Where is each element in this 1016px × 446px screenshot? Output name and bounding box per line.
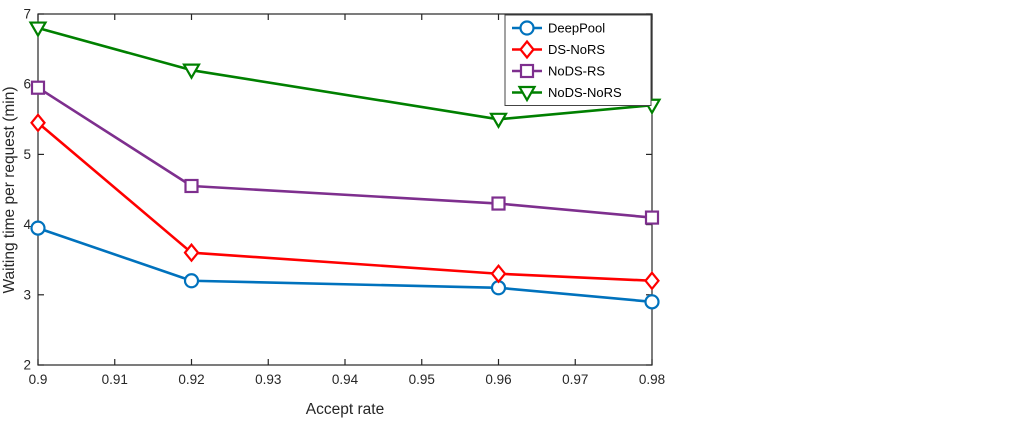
legend-marker-icon bbox=[519, 39, 535, 60]
series-marker-icon bbox=[183, 273, 200, 289]
legend-entry-label: DS-NoRS bbox=[548, 42, 605, 57]
series-line bbox=[37, 86, 653, 219]
series-marker-icon bbox=[644, 271, 660, 291]
series-marker-icon bbox=[30, 113, 46, 133]
legend-entry-label: NoDS-NoRS bbox=[548, 85, 622, 100]
series-marker-icon bbox=[491, 196, 506, 211]
x-tick-label: 0.97 bbox=[562, 372, 588, 387]
y-axis-label: Waiting time per request (min) bbox=[1, 86, 18, 294]
series-line bbox=[37, 121, 653, 283]
y-tick-label: 3 bbox=[23, 287, 31, 302]
x-tick-label: 0.92 bbox=[178, 372, 204, 387]
series-marker-icon bbox=[30, 80, 46, 95]
series-marker-icon bbox=[183, 242, 200, 263]
legend-entry-label: NoDS-RS bbox=[548, 64, 605, 79]
series-line bbox=[37, 226, 653, 304]
y-tick-label: 5 bbox=[23, 147, 31, 162]
x-tick-label: 0.96 bbox=[485, 372, 511, 387]
x-tick-label: 0.95 bbox=[409, 372, 435, 387]
legend-entry-label: DeepPool bbox=[548, 21, 605, 36]
legend-marker-icon bbox=[519, 63, 535, 79]
legend-marker-icon bbox=[519, 20, 535, 36]
x-tick-label: 0.94 bbox=[332, 372, 359, 387]
series-marker-icon bbox=[28, 21, 48, 38]
x-tick-label: 0.93 bbox=[255, 372, 281, 387]
x-axis-label: Accept rate bbox=[305, 401, 385, 418]
y-tick-label: 4 bbox=[23, 217, 31, 232]
series-line bbox=[37, 26, 653, 121]
series-marker-icon bbox=[182, 63, 201, 80]
y-tick-label: 2 bbox=[23, 358, 31, 373]
series-marker-icon bbox=[490, 263, 507, 284]
series-marker-icon bbox=[489, 112, 508, 130]
series-marker-icon bbox=[644, 294, 660, 310]
series-marker-icon bbox=[644, 210, 660, 225]
x-tick-label: 0.9 bbox=[29, 372, 48, 387]
x-tick-label: 0.91 bbox=[102, 372, 128, 387]
series-marker-icon bbox=[184, 178, 199, 194]
x-tick-label: 0.98 bbox=[639, 372, 665, 387]
legend-marker-icon bbox=[517, 85, 537, 103]
series-marker-icon bbox=[30, 220, 46, 236]
y-tick-label: 7 bbox=[23, 7, 31, 22]
y-tick-label: 6 bbox=[23, 77, 31, 92]
